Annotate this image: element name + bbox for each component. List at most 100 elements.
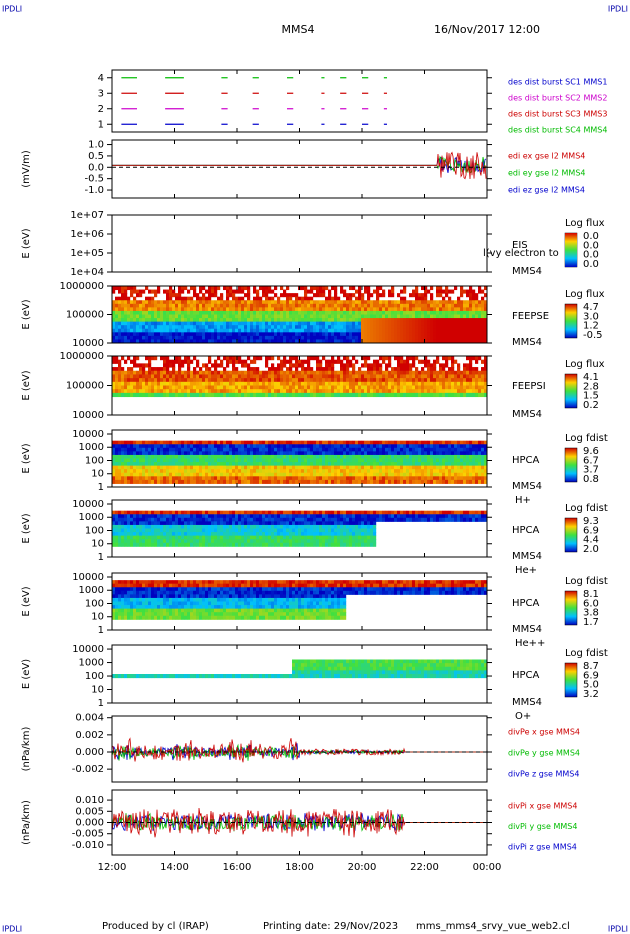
spectrogram-cell <box>142 381 146 386</box>
spectrogram-cell <box>211 472 215 477</box>
spectrogram-cell <box>271 296 275 301</box>
spectrogram-cell <box>262 392 266 398</box>
spectrogram-cell <box>169 339 173 343</box>
spectrogram-cell <box>382 454 386 459</box>
spectrogram-cell <box>190 479 194 484</box>
spectrogram-cell <box>319 339 323 343</box>
spectrogram-cell <box>127 535 131 540</box>
spectrogram-cell <box>346 476 350 481</box>
spectrogram-cell <box>157 542 161 547</box>
spectrogram-cell <box>394 318 398 323</box>
spectrogram-cell <box>460 339 464 343</box>
spectrogram-cell <box>187 367 191 372</box>
spectrogram-cell <box>400 307 404 312</box>
spectrogram-cell <box>376 479 380 484</box>
spectrogram-cell <box>232 374 236 379</box>
spectrogram-cell <box>223 328 227 333</box>
spectrogram-cell <box>181 524 185 529</box>
spectrogram-cell <box>229 332 233 337</box>
spectrogram-cell <box>433 381 437 386</box>
spectrogram-cell <box>376 335 380 340</box>
spectrogram-cell <box>370 378 374 383</box>
spectrogram-cell <box>478 381 482 386</box>
spectrogram-cell <box>478 325 482 330</box>
spectrogram-cell <box>415 472 419 477</box>
spectrogram-cell <box>259 328 263 333</box>
spectrogram-cell <box>448 440 452 445</box>
spectrogram-cell <box>271 356 275 361</box>
spectrogram-cell <box>223 462 227 467</box>
spectrogram-cell <box>139 289 143 294</box>
spectrogram-cell <box>199 472 203 477</box>
spectrogram-cell <box>232 458 236 463</box>
spectrogram-cell <box>448 462 452 467</box>
spectrogram-cell <box>232 462 236 467</box>
spectrogram-cell <box>262 307 266 312</box>
spectrogram-cell <box>262 465 266 470</box>
spectrogram-cell <box>469 454 473 459</box>
spectrogram-cell <box>163 318 167 323</box>
spectrogram-cell <box>232 303 236 308</box>
spectrogram-cell <box>298 325 302 330</box>
spectrogram-cell <box>445 332 449 337</box>
spectrogram-cell <box>346 440 350 445</box>
spectrogram-cell <box>394 465 398 470</box>
spectrogram-cell <box>241 469 245 474</box>
spectrogram-cell <box>136 514 140 519</box>
spectrogram-cell <box>214 307 218 312</box>
spectrogram-cell <box>454 359 458 364</box>
spectrogram-cell <box>367 328 371 333</box>
y-tick-label: 3 <box>98 88 104 99</box>
spectrogram-cell <box>463 451 467 456</box>
spectrogram-cell <box>115 479 119 484</box>
spectrogram-cell <box>376 385 380 390</box>
spectrogram-cell <box>139 318 143 323</box>
spectrogram-cell <box>418 296 422 301</box>
spectrogram-cell <box>469 307 473 312</box>
spectrogram-cell <box>349 392 353 398</box>
spectrogram-cell <box>277 300 281 305</box>
spectrogram-cell <box>133 532 137 537</box>
spectrogram-cell <box>457 307 461 312</box>
spectrogram-cell <box>457 370 461 375</box>
spectrogram-cell <box>244 454 248 459</box>
spectrogram-cell <box>229 389 233 394</box>
spectrogram-cell <box>271 440 275 445</box>
spectrogram-cell <box>211 314 215 319</box>
spectrogram-cell <box>316 374 320 379</box>
spectrogram-cell <box>316 444 320 449</box>
spectrogram-cell <box>430 293 434 298</box>
spectrogram-cell <box>217 374 221 379</box>
spectrogram-cell <box>478 339 482 343</box>
spectrogram-cell <box>328 447 332 452</box>
spectrogram-cell <box>394 392 398 398</box>
spectrogram-cell <box>403 296 407 301</box>
spectrogram-cell <box>376 451 380 456</box>
spectrogram-cell <box>382 303 386 308</box>
panel: 1.00.50.0-0.5-1.0(mV/m) edi ex gse l2 MMS… <box>21 139 586 199</box>
spectrogram-cell <box>166 532 170 537</box>
spectrogram-cell <box>370 465 374 470</box>
spectrogram-cell <box>325 378 329 383</box>
spectrogram-cell <box>424 462 428 467</box>
spectrogram-cell <box>172 381 176 386</box>
spectrogram-cell <box>283 378 287 383</box>
spectrogram-cell <box>436 328 440 333</box>
spectrogram-cell <box>451 325 455 330</box>
spectrogram-cell <box>280 451 284 456</box>
spectrogram-cell <box>379 335 383 340</box>
spectrogram-cell <box>367 339 371 343</box>
spectrogram-cell <box>181 321 185 326</box>
spectrogram-cell <box>184 447 188 452</box>
spectrogram-cell <box>427 367 431 372</box>
spectrogram-cell <box>361 332 365 337</box>
spectrogram-cell <box>454 465 458 470</box>
spectrogram-cell <box>337 447 341 452</box>
spectrogram-cell <box>202 385 206 390</box>
spectrogram-cell <box>424 314 428 319</box>
spectrogram-cell <box>232 465 236 470</box>
spectrogram-cell <box>253 479 257 484</box>
spectrogram-cell <box>379 339 383 343</box>
spectrogram-cell <box>274 378 278 383</box>
spectrogram-cell <box>166 303 170 308</box>
